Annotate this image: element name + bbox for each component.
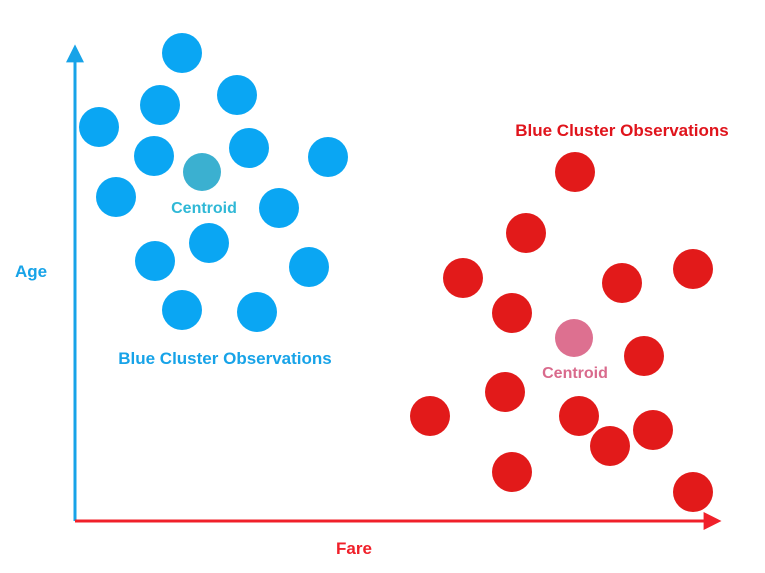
blue-observation	[134, 136, 174, 176]
red-observation	[485, 372, 525, 412]
y-axis-label: Age	[15, 262, 47, 281]
red-observation	[673, 472, 713, 512]
red-observation	[624, 336, 664, 376]
red-cluster-points	[410, 152, 713, 512]
blue-observation	[140, 85, 180, 125]
red-observation	[506, 213, 546, 253]
blue-observation	[229, 128, 269, 168]
blue-cluster: Centroid Blue Cluster Observations	[79, 33, 348, 368]
blue-observation	[162, 33, 202, 73]
blue-observation	[237, 292, 277, 332]
blue-observation	[79, 107, 119, 147]
blue-observation	[289, 247, 329, 287]
blue-observation	[308, 137, 348, 177]
red-observation	[443, 258, 483, 298]
red-centroid-label: Centroid	[542, 365, 608, 382]
red-cluster-label: Blue Cluster Observations	[515, 121, 729, 140]
blue-observation	[217, 75, 257, 115]
red-observation	[492, 452, 532, 492]
red-observation	[602, 263, 642, 303]
blue-observation	[96, 177, 136, 217]
blue-cluster-label: Blue Cluster Observations	[118, 349, 332, 368]
blue-observation	[259, 188, 299, 228]
red-observation	[633, 410, 673, 450]
blue-centroid	[183, 153, 221, 191]
blue-cluster-points	[79, 33, 348, 332]
blue-observation	[135, 241, 175, 281]
red-cluster: Centroid Blue Cluster Observations	[410, 121, 729, 512]
red-observation	[492, 293, 532, 333]
red-centroid	[555, 319, 593, 357]
blue-observation	[162, 290, 202, 330]
red-observation	[559, 396, 599, 436]
red-observation	[555, 152, 595, 192]
red-observation	[590, 426, 630, 466]
red-observation	[410, 396, 450, 436]
red-observation	[673, 249, 713, 289]
x-axis-label: Fare	[336, 539, 372, 558]
blue-observation	[189, 223, 229, 263]
blue-centroid-label: Centroid	[171, 200, 237, 217]
